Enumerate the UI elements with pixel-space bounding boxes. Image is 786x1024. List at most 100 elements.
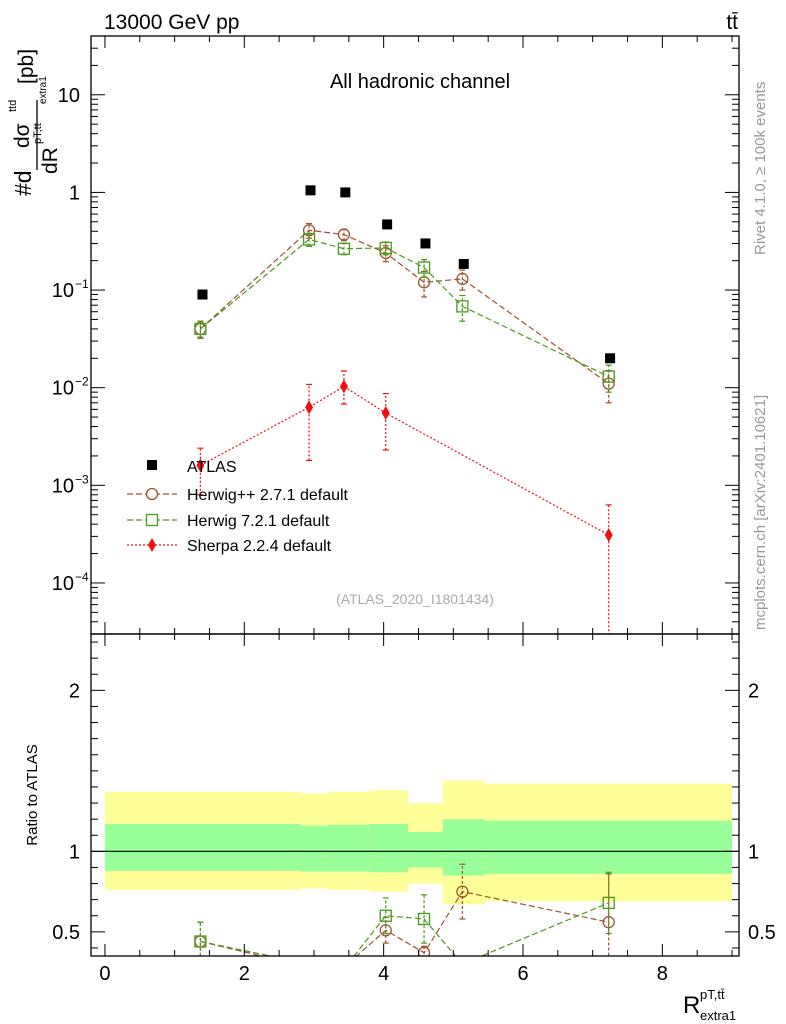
legend-label-sherpa: Sherpa 2.2.4 default bbox=[187, 538, 332, 555]
legend-marker-herwig7 bbox=[145, 513, 159, 527]
main-point-sherpa-2-2-4-default bbox=[381, 406, 390, 421]
main-point-herwig-7-2-1-default bbox=[417, 261, 431, 274]
ylabel-denominator-sup: pT,tt bbox=[32, 123, 44, 144]
ratio-point-herwig-2-7-1-default bbox=[379, 924, 392, 937]
ratio-band-inner bbox=[408, 832, 443, 868]
analysis-watermark: (ATLAS_2020_I1801434) bbox=[336, 591, 494, 607]
ratio-point-herwig-2-7-1-default bbox=[456, 885, 469, 898]
energy-label: 13000 GeV pp bbox=[104, 11, 239, 34]
rivet-version-label: Rivet 4.1.0, ≥ 100k events bbox=[752, 82, 769, 255]
y-tick-label: 10 bbox=[52, 573, 74, 595]
ratio-band-inner bbox=[327, 824, 370, 872]
ratio-band-inner bbox=[484, 820, 733, 874]
x-tick-label: 6 bbox=[517, 963, 528, 985]
legend-label-atlas: ATLAS bbox=[187, 459, 237, 476]
ratio-point-herwig-2-7-1-default bbox=[304, 962, 315, 973]
y-tick-label: 10 bbox=[58, 85, 80, 107]
main-point-atlas bbox=[458, 258, 469, 269]
x-tick-label: 0 bbox=[99, 963, 110, 985]
main-line-herwig-7-2-1-default bbox=[200, 238, 609, 378]
ratio-band-inner bbox=[300, 825, 328, 872]
main-point-herwig-2-7-1-default bbox=[456, 272, 469, 286]
ratio-point-herwig-7-2-1-default bbox=[602, 896, 615, 910]
ratio-y-tick-label-left: 0.5 bbox=[52, 922, 80, 944]
x-tick-label: 4 bbox=[378, 963, 389, 985]
main-point-herwig-7-2-1-default bbox=[602, 370, 615, 383]
main-point-atlas bbox=[340, 187, 351, 198]
main-point-atlas bbox=[197, 289, 208, 300]
main-y-axis-label: #d dσ ttd dR pT,tt extra1 [pb] bbox=[7, 49, 62, 196]
main-point-atlas bbox=[605, 353, 616, 364]
ylabel-numerator: dσ bbox=[11, 123, 34, 148]
process-label: tt̄ bbox=[726, 11, 738, 34]
x-tick-label: 2 bbox=[239, 963, 250, 985]
ratio-band-inner bbox=[442, 819, 485, 876]
legend-entry-herwig7: Herwig 7.2.1 default bbox=[127, 513, 330, 530]
ratio-y-tick-label-right: 0.5 bbox=[748, 922, 776, 944]
ratio-y-tick-label-right: 1 bbox=[748, 841, 759, 863]
x-axis-label: R pT,tt̄ extra1 bbox=[683, 987, 736, 1023]
main-point-herwig-2-7-1-default bbox=[602, 377, 615, 390]
ratio-point-herwig-7-2-1-default bbox=[304, 959, 315, 970]
main-point-sherpa-2-2-4-default bbox=[339, 379, 348, 394]
legend-entry-sherpa: Sherpa 2.2.4 default bbox=[127, 538, 332, 555]
main-line-herwig-2-7-1-default bbox=[199, 229, 610, 385]
ratio-uncertainty-bands bbox=[104, 780, 733, 905]
ratio-band-inner bbox=[369, 823, 409, 873]
main-frame-ticks bbox=[91, 35, 739, 635]
main-point-sherpa-2-2-4-default bbox=[604, 527, 613, 542]
y-tick-label: 10 bbox=[52, 475, 74, 497]
y-tick-label-exponent: −2 bbox=[75, 375, 89, 389]
ratio-point-herwig-7-2-1-default bbox=[457, 959, 468, 970]
main-point-herwig-7-2-1-default bbox=[379, 241, 392, 255]
main-point-atlas bbox=[305, 185, 316, 196]
y-tick-label-exponent: −1 bbox=[75, 277, 89, 291]
y-tick-label: 1 bbox=[69, 182, 80, 204]
legend-entry-herwigpp: Herwig++ 2.7.1 default bbox=[127, 487, 349, 504]
main-series bbox=[194, 185, 616, 634]
ratio-band-inner bbox=[104, 823, 301, 871]
ratio-frame bbox=[90, 633, 740, 957]
main-point-atlas bbox=[382, 219, 393, 230]
ratio-ticks: 0.5 0.5 1 1 2 2 0 2 4 6 8 bbox=[52, 634, 776, 985]
ratio-point-herwig-2-7-1-default bbox=[338, 962, 349, 973]
main-point-sherpa-2-2-4-default bbox=[305, 400, 314, 415]
ratio-panel: 0.5 0.5 1 1 2 2 0 2 4 6 8 Ratio to ATLAS bbox=[24, 633, 776, 985]
main-point-herwig-2-7-1-default bbox=[337, 228, 351, 241]
main-point-sherpa-2-2-4-default bbox=[196, 458, 205, 473]
mcplots-label: mcplots.cern.ch [arXiv:2401.10621] bbox=[752, 395, 769, 630]
ylabel-prefix: #d bbox=[10, 170, 36, 196]
main-point-atlas bbox=[420, 238, 431, 249]
ratio-point-herwig-7-2-1-default bbox=[379, 909, 392, 922]
legend-label-herwigpp: Herwig++ 2.7.1 default bbox=[187, 487, 349, 504]
legend-marker-atlas bbox=[147, 460, 157, 470]
main-point-herwig-7-2-1-default bbox=[456, 300, 469, 313]
xlabel-sup: pT,tt̄ bbox=[700, 987, 725, 1002]
x-tick-label: 8 bbox=[657, 963, 668, 985]
legend: ATLAS Herwig++ 2.7.1 default Herwig 7.2.… bbox=[127, 459, 349, 555]
y-tick-label-exponent: −3 bbox=[75, 472, 89, 486]
main-point-herwig-7-2-1-default bbox=[194, 322, 207, 336]
y-tick-label-exponent: −4 bbox=[75, 570, 89, 584]
ratio-y-axis-label: Ratio to ATLAS bbox=[24, 744, 41, 845]
ratio-y-tick-label-left: 2 bbox=[69, 680, 80, 702]
ylabel-denominator-sub: extra1 bbox=[38, 76, 49, 104]
main-panel: All hadronic channel (ATLAS_2020_I180143… bbox=[52, 35, 740, 635]
ylabel-numerator-sup: ttd bbox=[7, 100, 19, 112]
y-tick-label: 10 bbox=[52, 280, 74, 302]
ratio-line-herwig-7-2-1-default bbox=[200, 902, 609, 956]
ratio-y-tick-label-right: 2 bbox=[748, 680, 759, 702]
main-point-herwig-7-2-1-default bbox=[302, 233, 316, 246]
xlabel-main: R bbox=[683, 992, 700, 1019]
xlabel-sub: extra1 bbox=[700, 1008, 736, 1023]
legend-marker-herwigpp bbox=[145, 487, 159, 501]
ylabel-denominator: dR bbox=[39, 147, 62, 174]
y-tick-label: 10 bbox=[52, 378, 74, 400]
ylabel-unit: [pb] bbox=[15, 49, 38, 84]
ratio-series bbox=[194, 863, 615, 973]
main-point-herwig-7-2-1-default bbox=[337, 242, 351, 255]
legend-marker-sherpa bbox=[148, 538, 156, 552]
main-title: All hadronic channel bbox=[330, 71, 510, 93]
ratio-y-tick-label-left: 1 bbox=[69, 841, 80, 863]
